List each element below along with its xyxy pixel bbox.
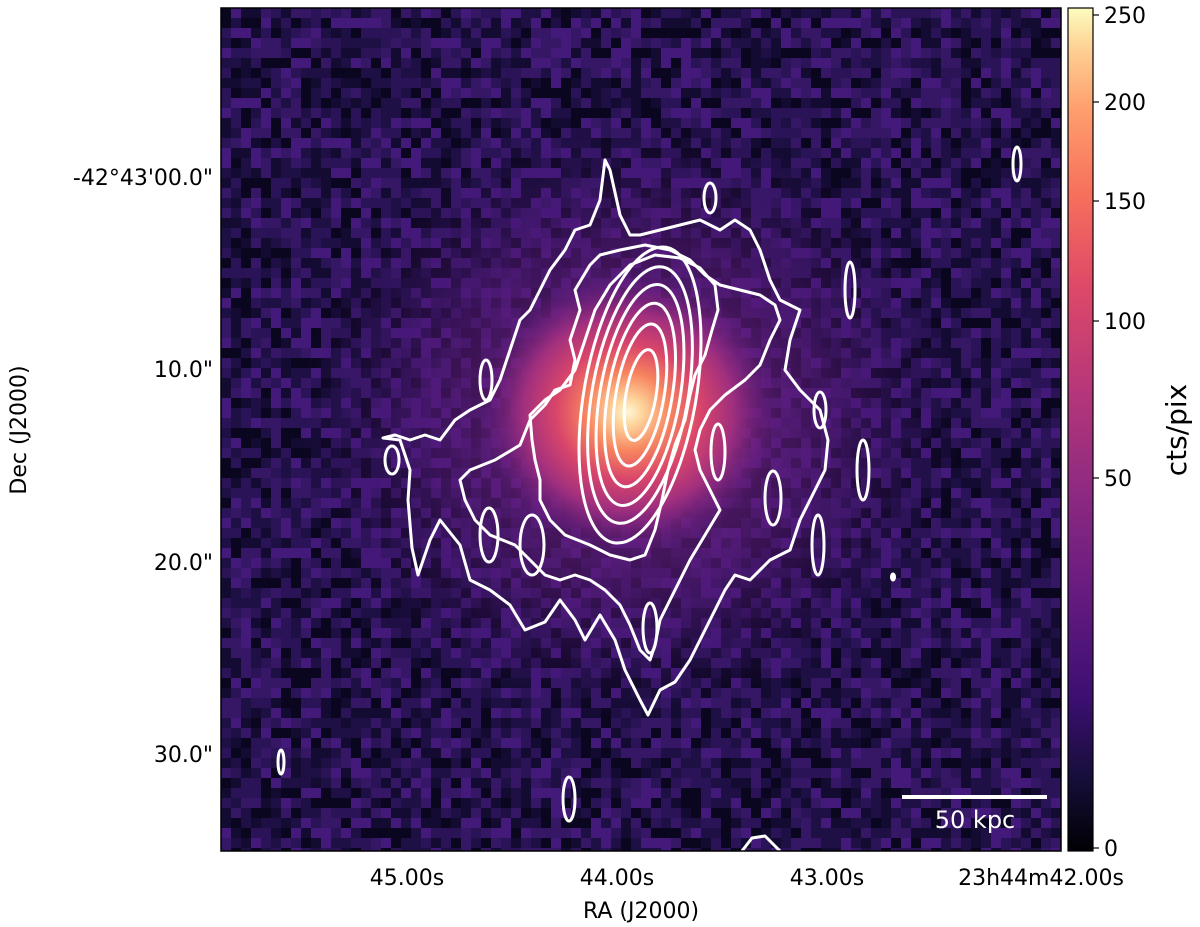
contour-island: [709, 422, 727, 482]
y-tick-label: 20.0": [154, 551, 213, 576]
contour-level-9: [622, 348, 660, 442]
plot-frame: [220, 7, 1062, 852]
contour-island: [641, 601, 659, 655]
y-axis-label: Dec (J2000): [7, 365, 32, 494]
x-axis: 45.00s 44.00s 43.00s 23h44m42.00s RA (J2…: [370, 866, 1124, 924]
colorbar-tick-label: 250: [1104, 4, 1146, 29]
x-tick-label: 23h44m42.00s: [958, 866, 1124, 891]
colorbar-tick-label: 150: [1104, 190, 1146, 215]
x-tick-label: 45.00s: [370, 866, 444, 891]
colorbar: 0 50 100 150 200 250 cts/pix: [1067, 4, 1193, 862]
colorbar-tick-label: 0: [1104, 837, 1118, 862]
contour-island: [1011, 145, 1023, 183]
contour-island: [702, 181, 718, 215]
colorbar-tick-label: 200: [1104, 91, 1146, 116]
contour-level-8: [611, 322, 669, 468]
contour-island: [561, 775, 577, 823]
y-tick-label: 30.0": [154, 743, 213, 768]
contour-island: [855, 438, 871, 502]
contour-island: [383, 444, 401, 476]
contour-island: [843, 260, 857, 320]
colorbar-label: cts/pix: [1160, 384, 1193, 477]
colorbar-tick-label: 50: [1104, 467, 1132, 492]
y-tick-label: -42°43'00.0": [73, 166, 213, 191]
contour-island: [890, 572, 896, 582]
colorbar-tick-label: 100: [1104, 310, 1146, 335]
contours: [276, 145, 1023, 851]
contour-island: [478, 506, 500, 564]
colorbar-gradient: [1067, 7, 1094, 852]
x-axis-label: RA (J2000): [583, 899, 699, 924]
contour-level-6: [594, 282, 686, 508]
contour-island: [812, 390, 828, 430]
y-axis: -42°43'00.0" 10.0" 20.0" 30.0" Dec (J200…: [7, 166, 213, 768]
contour-level-7: [603, 301, 677, 489]
contour-island: [740, 834, 782, 851]
contour-level-4: [577, 245, 703, 545]
x-tick-label: 43.00s: [790, 866, 864, 891]
contour-island: [810, 513, 826, 577]
y-tick-label: 10.0": [154, 358, 213, 383]
contour-island: [763, 469, 783, 527]
contour-island: [518, 513, 546, 577]
cluster-core: [478, 272, 778, 552]
x-tick-label: 44.00s: [580, 866, 654, 891]
contour-island: [478, 358, 494, 402]
contour-island: [276, 748, 286, 776]
contour-level-2: [458, 243, 782, 662]
contour-level-1: [381, 158, 830, 717]
scale-bar-label: 50 kpc: [935, 806, 1016, 834]
contour-level-5: [586, 265, 694, 525]
xray-image: 50 kpc: [221, 8, 1061, 851]
